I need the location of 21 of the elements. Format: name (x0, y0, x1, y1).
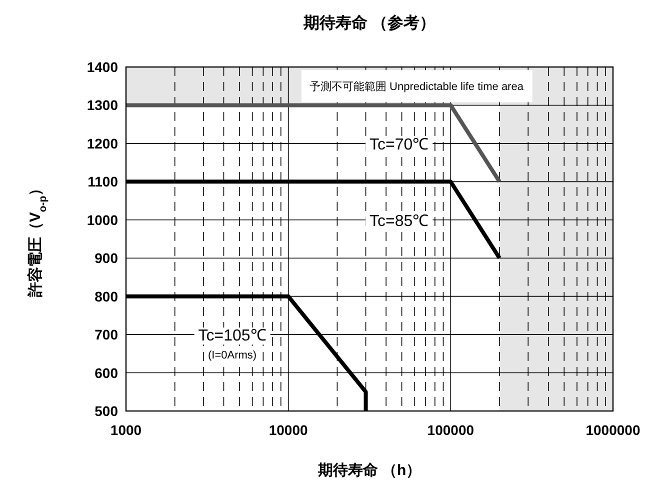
y-tick-label: 600 (94, 364, 118, 381)
series-label: Tc=70℃ (370, 136, 429, 154)
x-axis-title: 期待寿命 （h） (316, 462, 422, 479)
y-tick-label: 500 (94, 403, 118, 419)
series-label: Tc=85℃ (370, 212, 429, 230)
series-label: Tc=105℃ (198, 328, 266, 345)
y-tick-label: 1400 (86, 59, 118, 75)
x-tick-label: 10000 (268, 422, 308, 438)
y-tick-label: 900 (94, 250, 118, 266)
x-tick-label: 100000 (427, 422, 474, 438)
chart-title: 期待寿命 （参考） (302, 14, 436, 32)
y-tick-label: 1300 (86, 97, 118, 114)
y-tick-label: 1100 (88, 174, 118, 190)
y-tick-label: 1000 (86, 212, 118, 228)
y-tick-label: 700 (94, 326, 118, 343)
x-tick-label: 1000000 (586, 422, 640, 438)
y-tick-label: 800 (94, 288, 118, 304)
y-tick-label: 1200 (86, 135, 118, 152)
x-tick-label: 1000 (110, 422, 142, 438)
band-label: 予測不可能範囲 Unpredictable life time area (310, 80, 524, 94)
annotation: (I=0Arms) (208, 350, 257, 362)
